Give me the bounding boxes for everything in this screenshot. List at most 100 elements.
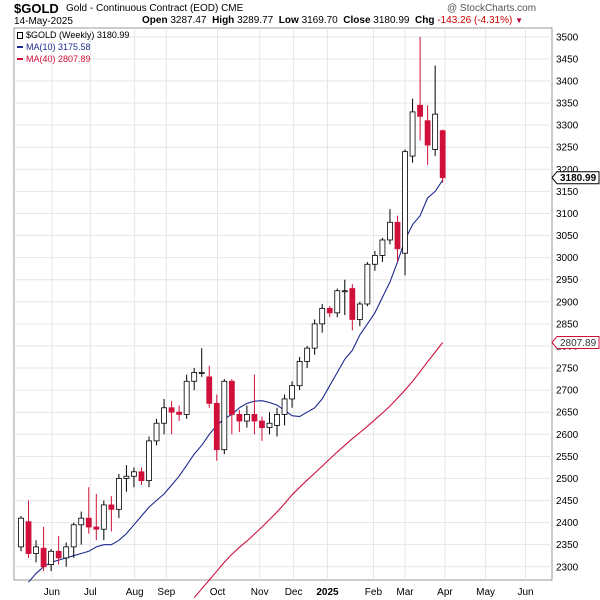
last-price-tag-box — [551, 171, 600, 185]
candle-body — [40, 547, 47, 568]
candle — [131, 467, 137, 488]
candle — [48, 549, 55, 572]
y-tick-label: 2900 — [556, 297, 579, 308]
candle — [221, 379, 228, 455]
candle-body — [63, 546, 70, 559]
quote-date: 14-May-2025 — [14, 16, 73, 27]
candle — [311, 319, 318, 355]
candle-body — [432, 113, 439, 150]
instrument-name: Gold - Continuous Contract (EOD) CME — [66, 3, 244, 14]
y-tick-label: 3000 — [556, 253, 579, 264]
y-tick-label: 3350 — [556, 99, 579, 110]
x-tick-label: Sep — [157, 587, 175, 598]
y-tick-label: 3150 — [556, 187, 579, 198]
candle-body — [70, 524, 77, 548]
candle — [183, 374, 190, 419]
x-tick-label: Oct — [210, 587, 226, 598]
y-tick-label: 2400 — [556, 518, 579, 529]
ma40-tag-label: 2807.89 — [560, 338, 597, 349]
x-tick-label: Feb — [365, 587, 383, 598]
legend: $GOLD (Weekly) 3180.99 MA(10) 3175.58 MA… — [17, 29, 129, 65]
candle-body — [409, 111, 416, 157]
candle-body — [18, 517, 24, 548]
candle-body — [274, 413, 280, 426]
candle-body — [213, 402, 220, 451]
candle — [63, 542, 70, 567]
candle — [40, 527, 47, 572]
candle-body — [424, 120, 431, 146]
candle — [213, 394, 220, 461]
candle-body — [251, 413, 258, 422]
y-tick-label: 3100 — [556, 209, 579, 220]
candle-body — [138, 471, 145, 482]
candle — [296, 356, 303, 391]
candle-body — [25, 521, 32, 554]
ma40-swatch-icon — [17, 58, 23, 60]
x-tick-label: Nov — [251, 587, 269, 598]
candle-body — [115, 478, 122, 510]
y-tick-label: 2950 — [556, 275, 579, 286]
candle — [432, 65, 439, 157]
candle-body — [48, 550, 55, 565]
candle-body — [176, 411, 183, 415]
candle — [176, 405, 183, 422]
candle — [100, 500, 107, 541]
watermark: @ StockCharts.com — [447, 3, 537, 14]
candle — [356, 301, 363, 327]
candle-body — [55, 550, 62, 559]
candle-body — [153, 422, 160, 442]
y-tick-label: 2550 — [556, 452, 579, 463]
candle — [78, 511, 85, 545]
candle — [379, 237, 386, 263]
y-tick-label: 2650 — [556, 408, 579, 419]
candle — [108, 496, 115, 532]
candle — [138, 467, 145, 486]
candle-body — [221, 380, 228, 451]
ohlc-summary: Open 3287.47 High 3289.77 Low 3169.70 Cl… — [142, 15, 523, 26]
candle-body — [394, 221, 401, 250]
y-tick-label: 2500 — [556, 474, 579, 485]
open-value: 3287.47 — [170, 15, 207, 26]
candle-swatch-icon — [17, 31, 23, 39]
candle-body — [296, 361, 303, 387]
candle-body — [319, 308, 326, 325]
candle — [146, 436, 152, 488]
candle-body — [402, 151, 408, 254]
candle-body — [161, 407, 167, 424]
candle — [281, 394, 288, 426]
candle — [85, 487, 92, 534]
x-tick-label: Jul — [84, 587, 97, 598]
candle-body — [349, 288, 356, 320]
candle-body — [326, 308, 333, 314]
y-tick-label: 3500 — [556, 32, 579, 43]
candle-body — [439, 130, 446, 179]
candle-body — [364, 263, 371, 305]
candle — [123, 465, 130, 492]
candle — [228, 379, 235, 435]
candle-body — [206, 376, 213, 404]
y-tick-label: 2700 — [556, 386, 579, 397]
grid — [14, 28, 552, 580]
high-value: 3289.77 — [237, 15, 274, 26]
candle — [364, 262, 371, 307]
candle-body — [372, 255, 378, 265]
x-tick-label: Apr — [437, 587, 453, 598]
y-tick-label: 2850 — [556, 319, 579, 330]
candle — [115, 474, 122, 519]
candle-body — [85, 517, 92, 528]
change-value: -143.26 (-4.31%) — [437, 15, 513, 26]
candle — [259, 416, 265, 441]
candle-body — [198, 372, 205, 374]
candle — [266, 412, 273, 435]
candles-layer — [18, 36, 446, 572]
candle — [251, 374, 258, 435]
ma40-line — [193, 342, 444, 599]
candle — [439, 129, 446, 183]
candle — [161, 398, 167, 435]
candle-body — [289, 385, 295, 400]
candle-body — [266, 422, 273, 429]
candle — [198, 348, 205, 377]
ma10-swatch-icon — [17, 46, 23, 48]
y-tick-label: 3300 — [556, 121, 579, 132]
